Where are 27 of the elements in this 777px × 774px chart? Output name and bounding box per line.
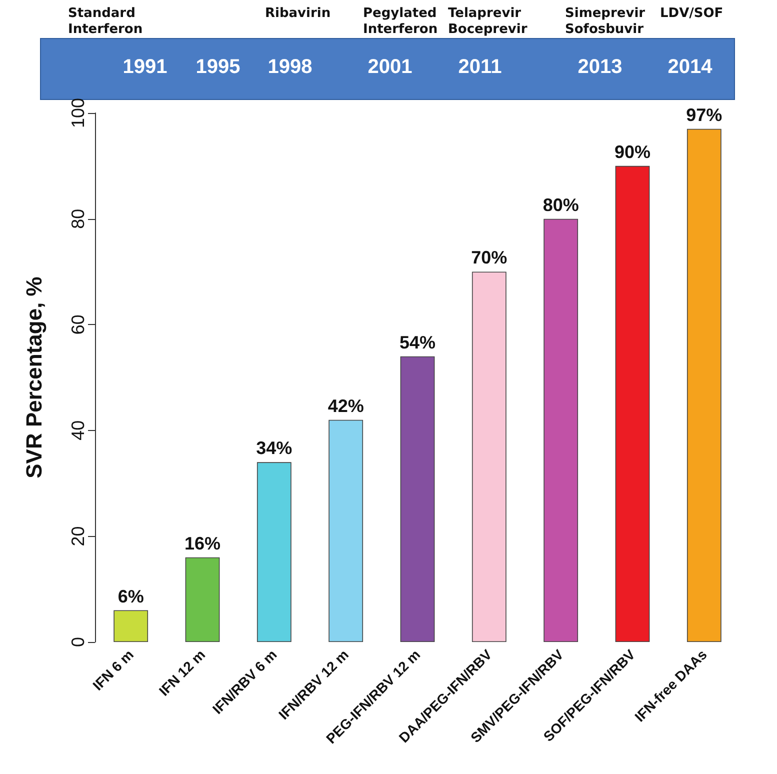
data-label: 97% bbox=[686, 104, 722, 125]
bar bbox=[615, 166, 650, 642]
y-tick-label: 100 bbox=[68, 98, 88, 128]
y-tick-label: 60 bbox=[68, 314, 88, 335]
y-tick-label: 40 bbox=[68, 420, 88, 440]
bar bbox=[256, 462, 292, 642]
bar bbox=[114, 610, 148, 642]
y-axis-title: SVR Percentage, % bbox=[22, 276, 46, 478]
data-label: 42% bbox=[328, 396, 364, 416]
data-label: 6% bbox=[118, 586, 144, 606]
bar bbox=[544, 218, 578, 642]
bar bbox=[472, 272, 506, 642]
x-tick-label: IFN 12 m bbox=[156, 646, 208, 699]
bar bbox=[686, 128, 722, 642]
bar bbox=[328, 420, 364, 642]
bar bbox=[185, 557, 220, 642]
bar bbox=[400, 356, 435, 642]
data-label: 80% bbox=[542, 194, 579, 215]
y-tick-label: 20 bbox=[68, 526, 88, 546]
data-label: 90% bbox=[614, 142, 651, 162]
data-label: 54% bbox=[399, 332, 436, 352]
data-label: 70% bbox=[471, 248, 508, 268]
data-label: 16% bbox=[184, 533, 221, 554]
y-tick-label: 80 bbox=[68, 208, 88, 229]
y-tick-label: 0 bbox=[68, 636, 88, 648]
data-label: 34% bbox=[256, 438, 292, 458]
x-tick-label: IFN 6 m bbox=[89, 646, 136, 694]
